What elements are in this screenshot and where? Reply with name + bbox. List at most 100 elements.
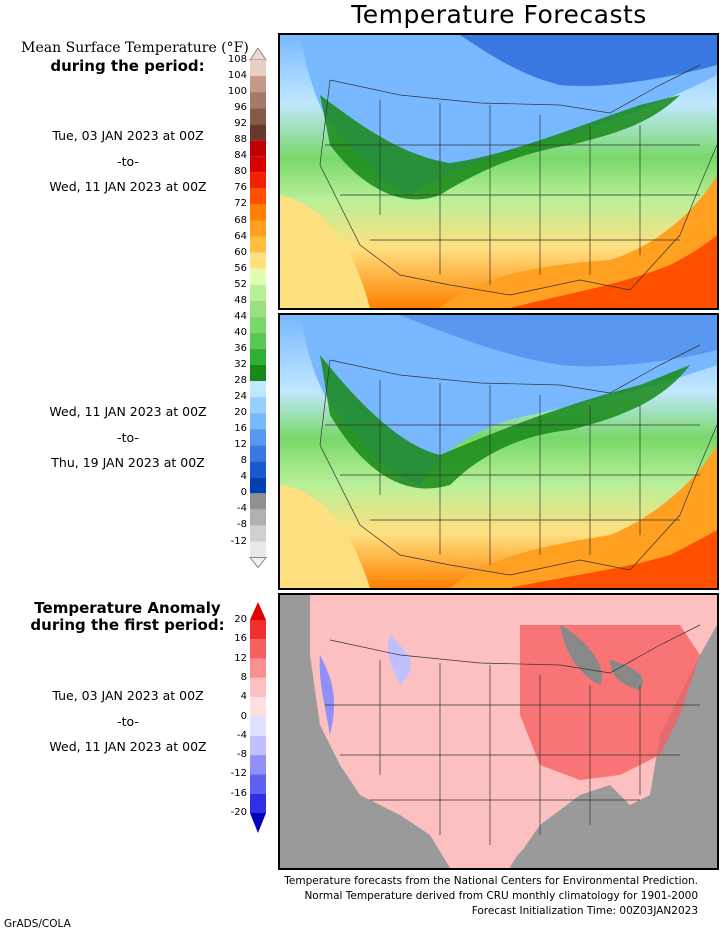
period3-start: Tue, 03 JAN 2023 at 00Z bbox=[52, 688, 204, 703]
period1-end: Wed, 11 JAN 2023 at 00Z bbox=[49, 179, 207, 194]
anomaly-tick-label: 12 bbox=[234, 652, 247, 664]
anomaly-colorbar bbox=[250, 602, 266, 833]
anomaly-swatch bbox=[250, 677, 266, 698]
period2-end: Thu, 19 JAN 2023 at 00Z bbox=[51, 455, 205, 470]
colorbar-tick-label: -4 bbox=[237, 503, 247, 515]
period2-sep: -to- bbox=[117, 430, 139, 445]
colorbar-tick-label: 52 bbox=[234, 278, 247, 290]
period1-sep: -to- bbox=[117, 154, 139, 169]
colorbar-tick-label: 16 bbox=[234, 423, 247, 435]
colorbar-swatch bbox=[250, 364, 266, 381]
colorbar-swatch bbox=[250, 60, 266, 77]
map-panel-period1 bbox=[278, 33, 719, 310]
colorbar-swatch bbox=[250, 541, 266, 558]
colorbar-tick-label: 56 bbox=[234, 262, 247, 274]
colorbar-swatch bbox=[250, 108, 266, 125]
anomaly-tick-label: 16 bbox=[234, 633, 247, 645]
colorbar-swatch bbox=[250, 348, 266, 365]
map-panel-period2 bbox=[278, 313, 719, 590]
colorbar-tick-label: 24 bbox=[234, 391, 247, 403]
anomaly-swatch bbox=[250, 620, 266, 640]
colorbar-swatch bbox=[250, 140, 266, 157]
colorbar-swatch bbox=[250, 124, 266, 141]
colorbar-swatch bbox=[250, 92, 266, 109]
colorbar-tick-label: 76 bbox=[234, 182, 247, 194]
colorbar-tick-label: 36 bbox=[234, 342, 247, 354]
colorbar-swatch bbox=[250, 156, 266, 173]
colorbar-tick-label: 44 bbox=[234, 310, 247, 322]
colorbar-swatch bbox=[250, 397, 266, 414]
colorbar-tick-label: 28 bbox=[234, 375, 247, 386]
colorbar-swatch bbox=[250, 236, 266, 253]
colorbar-swatch bbox=[250, 445, 266, 462]
colorbar-tick-label: 84 bbox=[234, 150, 247, 162]
colorbar-swatch bbox=[250, 172, 266, 189]
period3-end: Wed, 11 JAN 2023 at 00Z bbox=[49, 739, 207, 754]
grads-credit: GrADS/COLA bbox=[4, 918, 71, 930]
colorbar-swatch bbox=[250, 429, 266, 446]
mean-temp-label: Mean Surface Temperature (°F) bbox=[21, 40, 249, 56]
colorbar-tick-label: 108 bbox=[227, 54, 247, 65]
anomaly-tick-label: 20 bbox=[234, 614, 247, 625]
colorbar-swatch bbox=[250, 477, 266, 494]
anomaly-swatch bbox=[250, 639, 266, 659]
mean-temp-sublabel: during the period: bbox=[50, 57, 205, 75]
colorbar-swatch bbox=[250, 381, 266, 398]
anomaly-top-arrow bbox=[250, 602, 266, 620]
map-panel-anomaly bbox=[278, 593, 719, 870]
colorbar-tick-label: 104 bbox=[227, 70, 247, 82]
period2-start: Wed, 11 JAN 2023 at 00Z bbox=[49, 404, 207, 419]
colorbar-tick-label: 100 bbox=[227, 86, 247, 98]
anomaly-bottom-arrow bbox=[250, 813, 266, 833]
anomaly-tick-label: -4 bbox=[237, 729, 247, 741]
anomaly-swatch bbox=[250, 735, 266, 756]
period1-start: Tue, 03 JAN 2023 at 00Z bbox=[52, 128, 204, 143]
footer-line3: Forecast Initialization Time: 00Z03JAN20… bbox=[471, 905, 698, 917]
colorbar-tick-label: 68 bbox=[234, 214, 247, 226]
anomaly-tick-label: -12 bbox=[230, 768, 247, 780]
anomaly-swatch bbox=[250, 774, 266, 794]
colorbar-bottom-arrow bbox=[248, 557, 268, 569]
colorbar-swatch bbox=[250, 332, 266, 349]
colorbar-swatch bbox=[250, 413, 266, 430]
anomaly-tick-label: -8 bbox=[237, 749, 247, 761]
colorbar-tick-label: -12 bbox=[230, 535, 247, 547]
colorbar-swatch bbox=[250, 188, 266, 205]
anomaly-tick-label: -16 bbox=[230, 787, 247, 799]
anomaly-tick-label: 8 bbox=[240, 671, 247, 683]
colorbar-tick-label: 4 bbox=[240, 471, 247, 483]
colorbar-swatch bbox=[250, 76, 266, 93]
footer-line2: Normal Temperature derived from CRU mont… bbox=[304, 890, 698, 902]
colorbar-tick-label: 20 bbox=[234, 407, 247, 419]
colorbar-tick-label: -8 bbox=[237, 519, 247, 531]
colorbar-tick-label: 8 bbox=[240, 455, 247, 467]
colorbar-top-arrow bbox=[249, 48, 267, 61]
anomaly-swatch bbox=[250, 658, 266, 678]
colorbar-tick-label: 32 bbox=[234, 358, 247, 370]
anomaly-tick-label: 4 bbox=[240, 691, 247, 703]
colorbar-tick-label: 92 bbox=[234, 118, 247, 130]
colorbar-swatch bbox=[250, 461, 266, 478]
anomaly-swatch bbox=[250, 697, 266, 717]
colorbar-swatch bbox=[250, 252, 266, 269]
colorbar-tick-label: 48 bbox=[234, 294, 247, 306]
anomaly-swatch bbox=[250, 755, 266, 775]
colorbar-tick-label: 80 bbox=[234, 166, 247, 178]
anomaly-label: Temperature Anomaly bbox=[34, 599, 221, 617]
colorbar-tick-label: 72 bbox=[234, 198, 247, 210]
colorbar-tick-label: 88 bbox=[234, 134, 247, 146]
colorbar-swatch bbox=[250, 493, 266, 510]
colorbar-tick-label: 64 bbox=[234, 230, 247, 242]
footer-line1: Temperature forecasts from the National … bbox=[284, 875, 698, 887]
colorbar-swatch bbox=[250, 268, 266, 285]
temperature-colorbar bbox=[248, 48, 268, 569]
colorbar-tick-label: 0 bbox=[240, 487, 247, 499]
anomaly-swatch bbox=[250, 716, 266, 736]
colorbar-swatch bbox=[250, 204, 266, 221]
colorbar-swatch bbox=[250, 316, 266, 333]
anomaly-tick-label: 0 bbox=[240, 710, 247, 722]
anomaly-tick-label: -20 bbox=[230, 807, 247, 818]
colorbar-tick-label: 12 bbox=[234, 439, 247, 451]
colorbar-tick-label: 96 bbox=[234, 102, 247, 114]
page-title: Temperature Forecasts bbox=[351, 0, 647, 29]
